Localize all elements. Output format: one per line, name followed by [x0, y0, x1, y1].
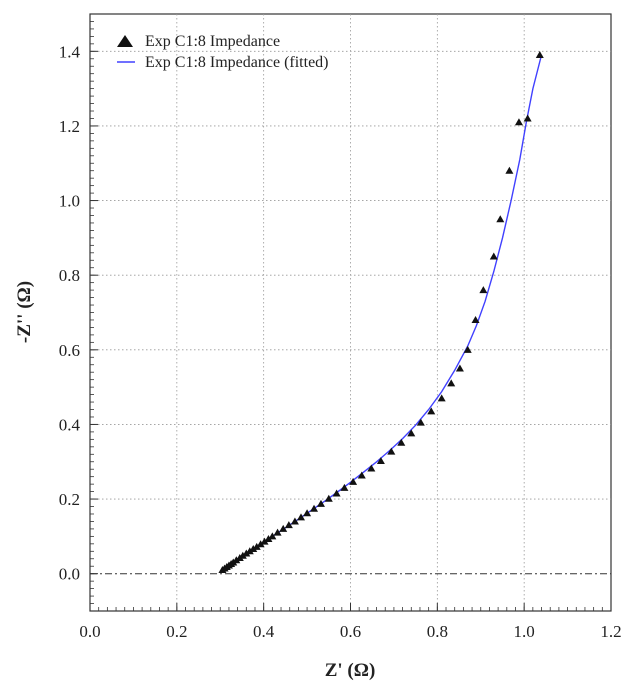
data-point-triangle	[268, 532, 277, 540]
data-point-triangle	[332, 489, 341, 497]
data-point-triangle	[232, 556, 241, 564]
data-point-triangle	[284, 521, 293, 529]
data-point-triangle	[535, 51, 544, 59]
data-point-triangle	[290, 517, 299, 525]
data-point-triangle	[279, 524, 288, 532]
data-point-triangle	[256, 540, 265, 548]
data-point-triangle	[523, 114, 532, 122]
x-tick-label: 0.4	[253, 622, 275, 641]
x-tick-label: 0.8	[427, 622, 448, 641]
legend-marker-triangle	[117, 35, 133, 47]
data-point-triangle	[316, 499, 325, 507]
data-point-triangle	[349, 477, 358, 485]
data-point-triangle	[397, 438, 406, 446]
data-point-triangle	[252, 542, 261, 550]
y-tick-label: 1.0	[59, 192, 80, 211]
data-point-triangle	[273, 528, 282, 536]
data-point-triangle	[479, 286, 488, 294]
data-point-triangle	[455, 364, 464, 372]
data-point-triangle	[505, 166, 514, 174]
axis-ticks: 0.0 0.2 0.4 0.6 0.8 1.0 1.2 0.0 0.2 0.4 0.6 0.8 1.0 1…	[59, 13, 622, 641]
data-point-triangle	[264, 534, 273, 542]
plot-area	[89, 13, 612, 612]
data-point-triangle	[245, 547, 254, 555]
y-tick-label: 0.0	[59, 565, 80, 584]
data-point-triangle	[427, 407, 436, 415]
data-point-triangle	[367, 464, 376, 472]
data-point-triangle	[489, 252, 498, 260]
y-tick-label: 0.4	[59, 415, 81, 434]
series-layer	[218, 51, 544, 573]
data-point-triangle	[242, 549, 251, 557]
y-tick-label: 1.4	[59, 42, 81, 61]
data-point-triangle	[407, 429, 416, 437]
x-tick-label: 1.2	[600, 622, 621, 641]
data-point-triangle	[340, 483, 349, 491]
data-point-triangle	[260, 537, 269, 545]
data-point-triangle	[416, 418, 425, 426]
legend-label-fitted: Exp C1:8 Impedance (fitted)	[145, 54, 329, 71]
data-point-triangle	[297, 513, 306, 521]
data-point-triangle	[310, 504, 319, 512]
x-axis-title: Z' (Ω)	[325, 660, 376, 681]
data-point-triangle	[303, 509, 312, 517]
data-point-triangle	[447, 379, 456, 387]
y-tick-label: 0.6	[59, 341, 80, 360]
data-point-triangle	[463, 345, 472, 353]
data-point-triangle	[238, 551, 247, 559]
x-tick-label: 1.0	[514, 622, 535, 641]
x-tick-label: 0.0	[79, 622, 100, 641]
data-point-triangle	[376, 457, 385, 465]
y-tick-label: 1.2	[59, 117, 80, 136]
legend: Exp C1:8 Impedance Exp C1:8 Impedance (f…	[117, 33, 329, 71]
data-point-triangle	[387, 447, 396, 455]
data-point-triangle	[324, 494, 333, 502]
legend-label-exp: Exp C1:8 Impedance	[145, 33, 280, 50]
data-point-triangle	[471, 315, 480, 323]
grid	[90, 14, 611, 611]
y-tick-label: 0.8	[59, 266, 80, 285]
data-point-triangle	[249, 545, 258, 553]
data-point-triangle	[437, 394, 446, 402]
data-point-triangle	[514, 118, 523, 126]
data-point-triangle	[496, 215, 505, 223]
y-tick-label: 0.2	[59, 490, 80, 509]
y-axis-title: -Z'' (Ω)	[14, 281, 35, 343]
data-point-triangle	[357, 471, 366, 479]
x-tick-label: 0.6	[340, 622, 361, 641]
x-tick-label: 0.2	[166, 622, 187, 641]
